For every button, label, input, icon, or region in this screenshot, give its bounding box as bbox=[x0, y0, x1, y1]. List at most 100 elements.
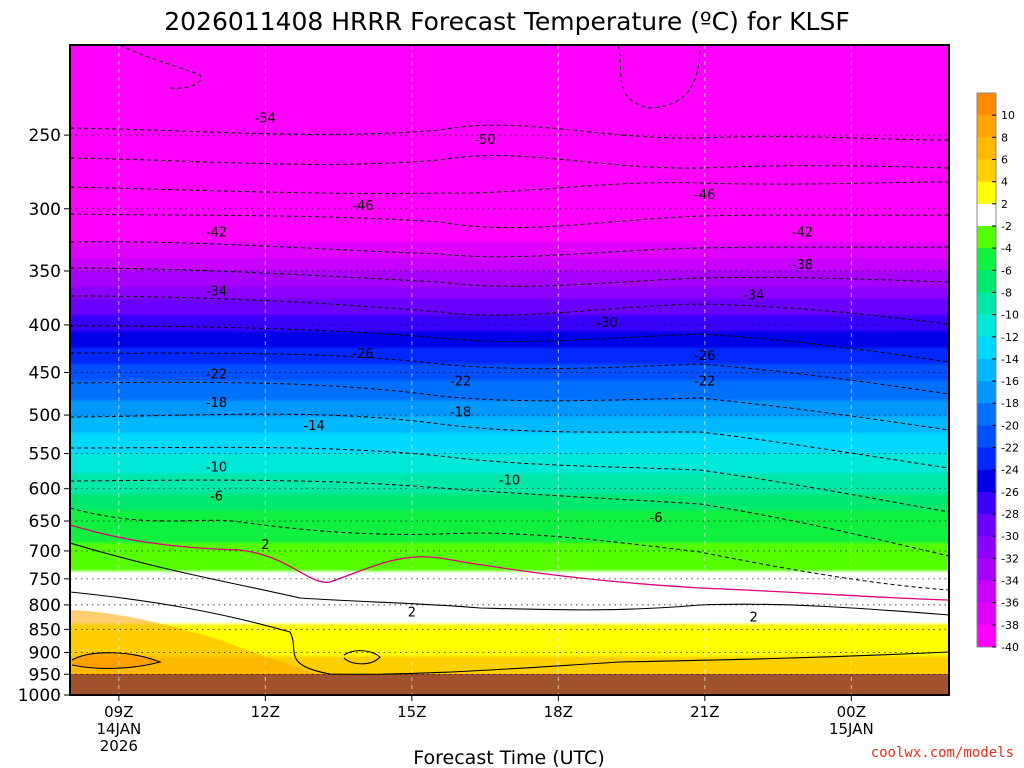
colorbar-swatch bbox=[977, 270, 996, 293]
time-tick-label: 15Z bbox=[397, 703, 426, 721]
isotherm-label: -6 bbox=[210, 490, 223, 505]
colorbar-label: -8 bbox=[1001, 286, 1012, 299]
isotherm-label: -22 bbox=[206, 367, 227, 382]
isotherm-label: -26 bbox=[352, 347, 373, 362]
isotherm-label: -54 bbox=[255, 112, 276, 127]
isotherm-label: 2 bbox=[750, 610, 758, 625]
colorbar-swatch bbox=[977, 558, 996, 582]
colorbar-label: -22 bbox=[1001, 442, 1019, 455]
isotherm-label: -26 bbox=[694, 349, 715, 364]
plot-frame bbox=[69, 44, 950, 696]
time-tick-label: 12Z bbox=[251, 703, 280, 721]
isotherm--14-line bbox=[70, 413, 949, 469]
x-axis-label: Forecast Time (UTC) bbox=[413, 747, 604, 768]
colorbar-label: -32 bbox=[1001, 552, 1019, 565]
pressure-tick-label: 600 bbox=[29, 480, 61, 500]
isotherm--10-line bbox=[70, 446, 949, 513]
isotherm-lines bbox=[70, 45, 949, 675]
isotherm-label: -38 bbox=[792, 258, 813, 273]
colorbar-swatch bbox=[977, 491, 996, 515]
colorbar-label: -2 bbox=[1001, 220, 1012, 233]
time-tick-label: 00Z bbox=[837, 703, 866, 721]
colorbar-label: 6 bbox=[1001, 153, 1008, 166]
pressure-tick-label: 750 bbox=[29, 570, 61, 590]
pressure-axis: 250 300 350 400 450 500 550 600 650 700 750 800 850 9… bbox=[18, 126, 70, 706]
colorbar-swatch bbox=[977, 447, 996, 471]
isotherm--30-line bbox=[70, 295, 949, 325]
colorbar-swatch bbox=[977, 292, 996, 316]
time-tick-label: 18Z bbox=[544, 703, 573, 721]
colorbar-label: 10 bbox=[1001, 109, 1015, 122]
isotherm--18-line bbox=[70, 381, 949, 431]
colorbar-label: -18 bbox=[1001, 397, 1019, 410]
colorbar-swatch bbox=[977, 624, 996, 648]
colorbar-swatch bbox=[977, 425, 996, 449]
colorbar-swatch bbox=[977, 514, 996, 537]
pressure-tick-label: 700 bbox=[29, 542, 61, 562]
pressure-tick-label: 800 bbox=[29, 596, 61, 616]
colorbar-label: 4 bbox=[1001, 176, 1008, 189]
isotherm-label: -50 bbox=[474, 133, 495, 148]
colorbar-label: -24 bbox=[1001, 464, 1019, 477]
isotherm-label: -10 bbox=[499, 474, 520, 489]
isotherm--2-line bbox=[70, 507, 949, 591]
colorbar-swatch bbox=[977, 358, 996, 382]
isotherm-labels: -54 -50 -46 -46 -42 -42 -38 -34 -34 -30 -26 -26 -22 -… bbox=[206, 112, 813, 626]
colorbar-swatch bbox=[977, 137, 996, 160]
isotherm-label: -18 bbox=[206, 396, 227, 411]
isotherm--54-line bbox=[70, 124, 949, 141]
colorbar-swatch bbox=[977, 225, 996, 249]
pressure-tick-label: 450 bbox=[29, 364, 61, 384]
colorbar-label: -36 bbox=[1001, 597, 1019, 610]
colorbar-label: -26 bbox=[1001, 486, 1019, 499]
colorbar-swatch bbox=[977, 336, 996, 360]
isotherm-label: -46 bbox=[352, 199, 373, 214]
ground-layer bbox=[70, 674, 949, 695]
time-tick-label: 14JAN bbox=[96, 720, 141, 738]
colorbar-label: -40 bbox=[1001, 641, 1019, 654]
colorbar-swatch bbox=[977, 602, 996, 626]
colorbar-label: -34 bbox=[1001, 575, 1019, 588]
warm-core-shading bbox=[72, 652, 160, 669]
pressure-tick-label: 400 bbox=[29, 316, 61, 336]
pressure-tick-label: 1000 bbox=[18, 686, 61, 706]
time-tick-label: 21Z bbox=[690, 703, 719, 721]
colorbar-label: -6 bbox=[1001, 264, 1012, 277]
pressure-gridlines bbox=[70, 134, 949, 695]
colorbar-frame bbox=[976, 92, 997, 648]
time-tick-label: 09Z bbox=[104, 703, 133, 721]
colorbar-label: 8 bbox=[1001, 131, 1008, 144]
credit-link[interactable]: coolwx.com/models bbox=[871, 745, 1014, 761]
time-tick-label: 2026 bbox=[100, 737, 138, 755]
colorbar-swatch bbox=[977, 93, 996, 116]
colorbar-swatch bbox=[977, 159, 996, 183]
isotherm-2-line bbox=[70, 542, 949, 616]
isotherm-label: -22 bbox=[450, 374, 471, 389]
time-tick-label: 15JAN bbox=[829, 720, 874, 738]
colorbar-swatch bbox=[977, 580, 996, 604]
isotherm--38-line bbox=[70, 241, 949, 258]
colorbar: 10 8 6 4 2 -2 -4 -6 -8 -10 -12 -14 -16 -18 -20 -22 -24 -2… bbox=[976, 92, 1019, 654]
colorbar-label: -12 bbox=[1001, 331, 1019, 344]
isotherm-label: -34 bbox=[206, 284, 227, 299]
pressure-tick-label: 250 bbox=[29, 126, 61, 146]
isotherm--46-line bbox=[70, 181, 949, 194]
colorbar-label: -38 bbox=[1001, 619, 1019, 632]
colorbar-label: -14 bbox=[1001, 353, 1019, 366]
colorbar-label: -16 bbox=[1001, 375, 1019, 388]
colorbar-label: -30 bbox=[1001, 530, 1019, 543]
colorbar-label: -20 bbox=[1001, 419, 1019, 432]
colorbar-label: -4 bbox=[1001, 242, 1012, 255]
isotherm--50-line bbox=[70, 155, 949, 169]
isotherm-label: 2 bbox=[261, 538, 269, 553]
isotherm-6-island bbox=[343, 650, 381, 665]
pressure-tick-label: 500 bbox=[29, 406, 61, 426]
chart-title: 2026011408 HRRR Forecast Temperature (ºC… bbox=[164, 7, 850, 36]
pressure-tick-label: 550 bbox=[29, 445, 61, 465]
pressure-tick-label: 650 bbox=[29, 512, 61, 532]
isotherm--58-line bbox=[617, 45, 701, 109]
isotherm--34-line bbox=[70, 267, 949, 287]
pressure-tick-label: 350 bbox=[29, 262, 61, 282]
